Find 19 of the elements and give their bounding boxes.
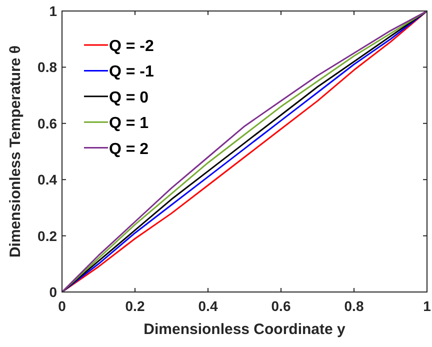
legend-label: Q = -1	[109, 64, 154, 81]
x-tick-label: 0.4	[198, 298, 218, 314]
legend-label: Q = 1	[109, 115, 149, 132]
legend-label: Q = 2	[109, 140, 149, 158]
y-tick-label: 1	[49, 3, 58, 19]
line-series	[61, 10, 428, 293]
x-tick-label: 0.2	[125, 298, 145, 314]
legend-label: Q = -2	[109, 38, 154, 55]
y-tick-label: 0	[49, 284, 58, 300]
y-tick-label: 0.2	[38, 228, 58, 244]
legend-label: Q = 0	[109, 89, 149, 106]
x-tick-label: 0.8	[344, 298, 364, 314]
x-axis-title: Dimensionless Coordinate y	[144, 321, 346, 338]
y-axis-title: Dimensionless Temperature θ	[7, 45, 24, 258]
y-tick-label: 0.8	[38, 59, 58, 76]
y-tick-label: 0.6	[38, 115, 58, 132]
y-tick-label: 0.4	[38, 172, 58, 188]
x-tick-label: 0.6	[271, 298, 291, 314]
x-tick-label: 1	[423, 298, 432, 314]
